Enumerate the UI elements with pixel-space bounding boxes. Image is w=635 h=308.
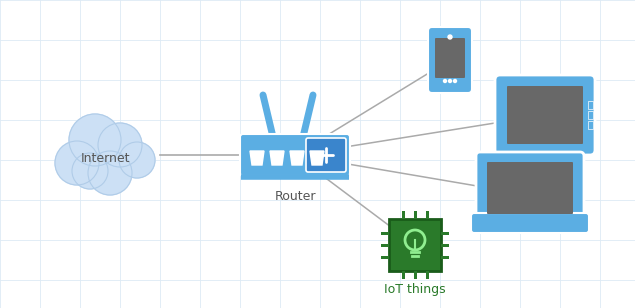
- FancyBboxPatch shape: [306, 138, 346, 172]
- Circle shape: [448, 79, 451, 83]
- Bar: [441, 232, 449, 234]
- FancyBboxPatch shape: [507, 86, 583, 144]
- Circle shape: [88, 151, 132, 195]
- Circle shape: [448, 35, 452, 39]
- Circle shape: [98, 123, 142, 167]
- FancyBboxPatch shape: [495, 75, 595, 155]
- Circle shape: [119, 142, 155, 178]
- Text: Internet: Internet: [80, 152, 130, 164]
- FancyBboxPatch shape: [487, 162, 573, 214]
- Bar: [441, 244, 449, 246]
- FancyBboxPatch shape: [435, 38, 465, 78]
- Polygon shape: [250, 151, 264, 165]
- Bar: [588, 111, 593, 119]
- Bar: [413, 271, 417, 279]
- FancyBboxPatch shape: [471, 213, 589, 233]
- Polygon shape: [290, 151, 304, 165]
- Text: IoT things: IoT things: [384, 283, 446, 296]
- Circle shape: [72, 153, 108, 189]
- Bar: [381, 244, 389, 246]
- Bar: [588, 121, 593, 129]
- Circle shape: [55, 141, 99, 185]
- Bar: [401, 211, 404, 219]
- FancyBboxPatch shape: [428, 27, 472, 93]
- Circle shape: [69, 114, 121, 166]
- Bar: [425, 211, 429, 219]
- Bar: [413, 211, 417, 219]
- Bar: [588, 101, 593, 109]
- Bar: [381, 232, 389, 234]
- Polygon shape: [310, 151, 324, 165]
- Bar: [441, 256, 449, 258]
- Bar: [389, 219, 441, 271]
- Polygon shape: [270, 151, 284, 165]
- Bar: [381, 256, 389, 258]
- FancyBboxPatch shape: [476, 152, 584, 224]
- Bar: [401, 271, 404, 279]
- FancyBboxPatch shape: [240, 134, 350, 176]
- Circle shape: [443, 79, 446, 83]
- Text: Router: Router: [274, 190, 316, 203]
- Circle shape: [453, 79, 457, 83]
- Bar: [425, 271, 429, 279]
